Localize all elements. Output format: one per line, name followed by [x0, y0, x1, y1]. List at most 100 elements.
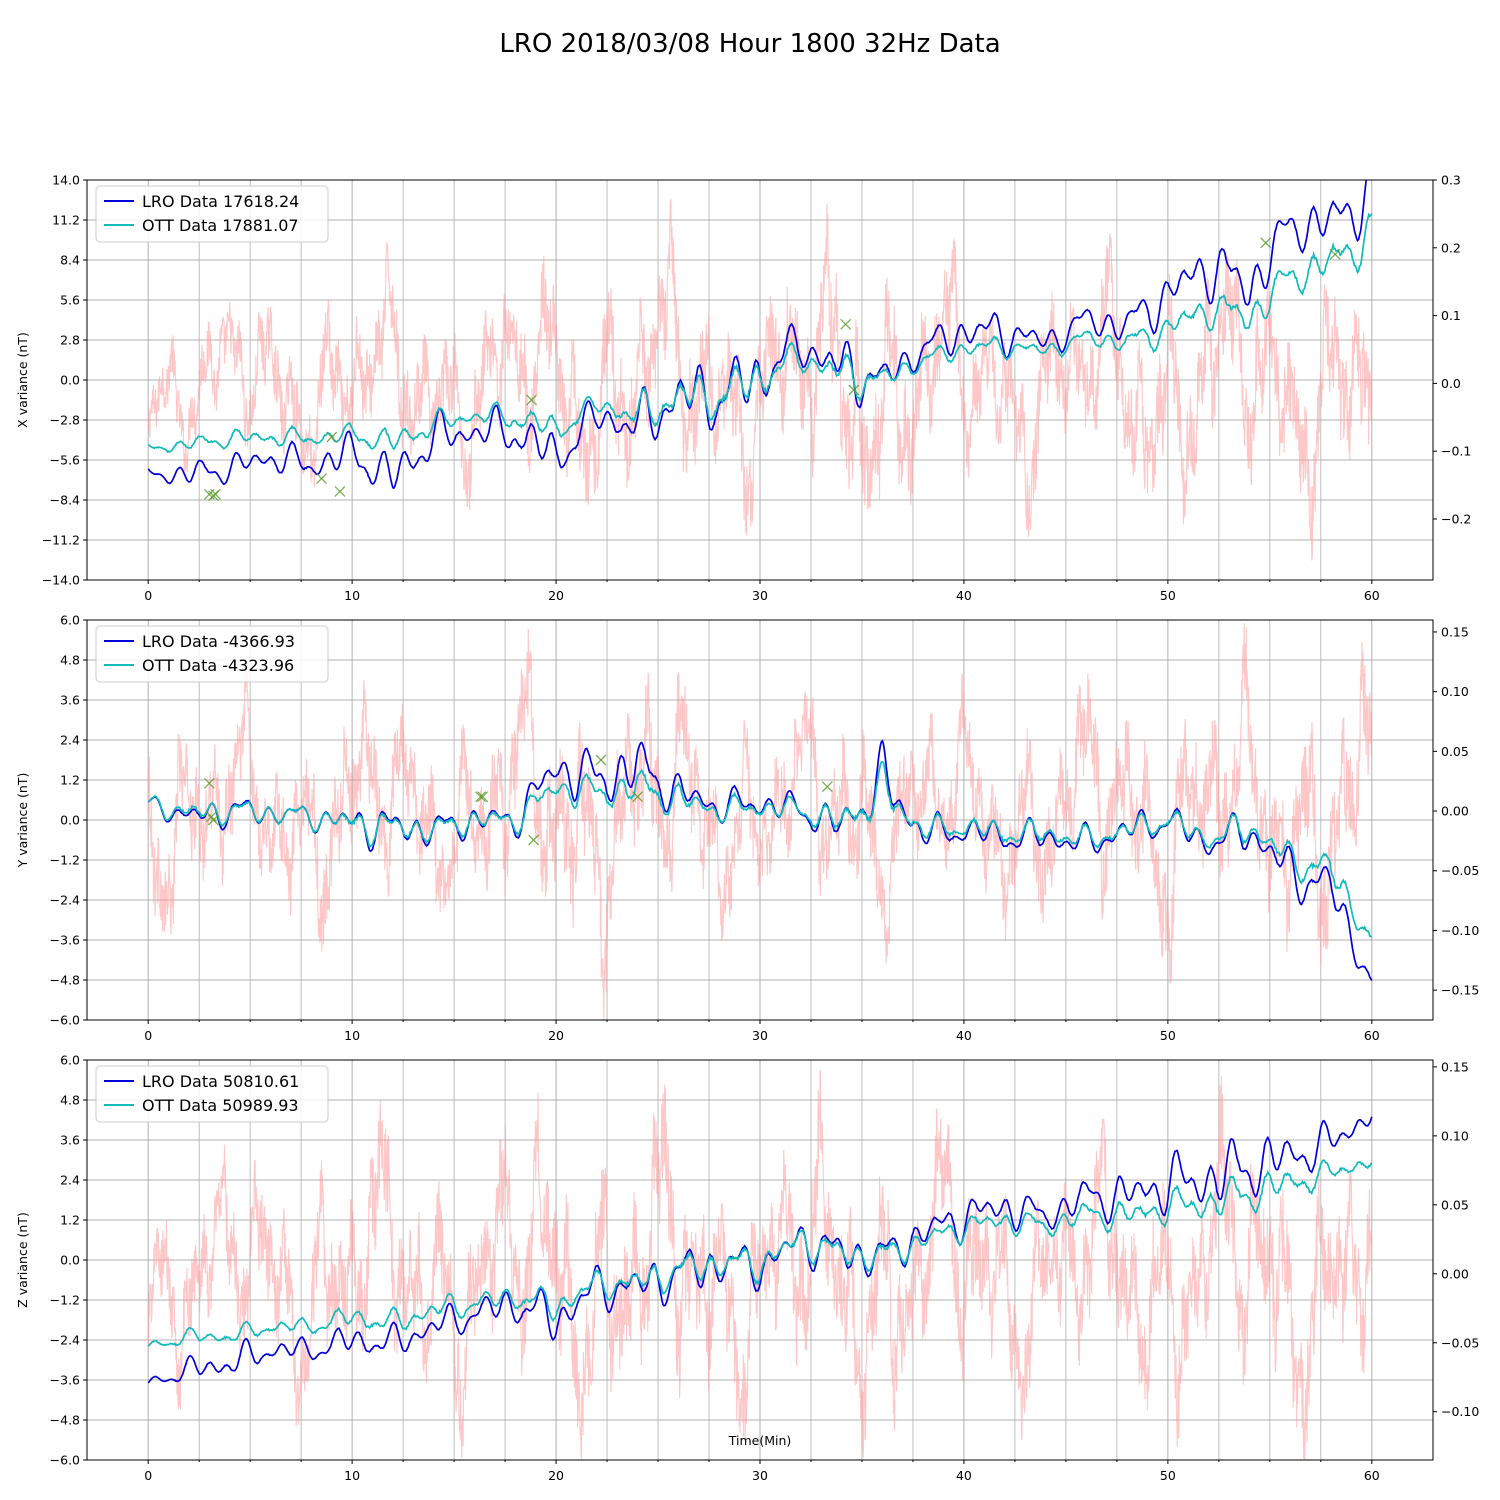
- legend: LRO Data 17618.24 OTT Data 17881.07: [95, 185, 329, 243]
- y2-tick-label: 0.2: [1441, 240, 1461, 255]
- y2-tick-label: 0.00: [1441, 804, 1469, 819]
- data-marker-stroke: [821, 781, 833, 793]
- y-tick-label: 5.6: [60, 293, 80, 308]
- y2-tick-label: −0.2: [1441, 511, 1471, 526]
- ott-series-line: [147, 212, 1373, 454]
- data-marker-stroke: [326, 431, 338, 443]
- x-tick-label: 60: [1364, 1028, 1380, 1043]
- y-axis-label: X variance (nT): [15, 332, 30, 428]
- x-tick-label: 50: [1160, 1028, 1176, 1043]
- data-marker: [334, 485, 346, 497]
- x-tick-label: 20: [548, 588, 564, 603]
- ott-series-line: [147, 1159, 1373, 1347]
- data-marker: [475, 791, 487, 803]
- data-marker-stroke: [203, 777, 215, 789]
- y-tick-label: −1.2: [50, 853, 80, 868]
- y-tick-label: 14.0: [52, 173, 80, 188]
- data-marker: [528, 834, 540, 846]
- y-tick-label: 4.8: [60, 1093, 80, 1108]
- data-marker-stroke: [848, 384, 860, 396]
- y-axis-label: Z variance (nT): [15, 1212, 30, 1308]
- data-marker-stroke: [210, 488, 221, 500]
- data-marker: [595, 754, 607, 766]
- y-tick-label: −3.6: [50, 1373, 80, 1388]
- y-axis: 6.0 4.8 3.6 2.4 1.2 0.0 −1.2 −2.4 −3.6 −4.8 −6.0: [50, 1053, 87, 1468]
- y2-tick-label: −0.05: [1441, 1335, 1479, 1350]
- y-tick-label: 6.0: [60, 1053, 80, 1068]
- y-tick-label: 11.2: [52, 213, 80, 228]
- y-tick-label: 3.6: [60, 1133, 80, 1148]
- y-tick-label: 2.4: [60, 1173, 80, 1188]
- y2-tick-label: 0.15: [1441, 1059, 1469, 1074]
- x-tick-label: 40: [956, 588, 972, 603]
- data-marker: [207, 814, 219, 826]
- x-axis: 0 10 20 30 40 50 60: [144, 1020, 1380, 1043]
- lro-series-line: [147, 1116, 1373, 1384]
- y-axis: 6.0 4.8 3.6 2.4 1.2 0.0 −1.2 −2.4 −3.6 −4.8 −6.0: [50, 613, 87, 1028]
- data-marker-stroke: [1329, 248, 1341, 260]
- legend-label-ott: OTT Data 50989.93: [142, 1096, 299, 1115]
- x-tick-label: 40: [956, 1028, 972, 1043]
- y-tick-label: −3.6: [50, 933, 80, 948]
- data-marker: [821, 781, 833, 793]
- y2-tick-label: 0.0: [1441, 376, 1461, 391]
- y-tick-label: −6.0: [50, 1453, 80, 1468]
- data-marker-stroke: [205, 811, 217, 823]
- x-tick-label: 0: [144, 1028, 152, 1043]
- y2-axis: 0.3 0.2 0.1 0.0 −0.1 −0.2: [1433, 173, 1471, 526]
- y2-tick-label: −0.05: [1441, 863, 1479, 878]
- y2-tick-label: −0.10: [1441, 923, 1479, 938]
- data-marker: [477, 791, 489, 803]
- x-axis: 0 10 20 30 40 50 60: [144, 1460, 1380, 1483]
- y2-tick-label: −0.10: [1441, 1404, 1479, 1419]
- x-tick-label: 30: [752, 588, 768, 603]
- y-tick-label: −14.0: [42, 573, 80, 588]
- y-tick-label: −2.4: [50, 1333, 80, 1348]
- y-tick-label: 1.2: [60, 1213, 80, 1228]
- panel-1: 0 10 20 30 40 50 60 14.0 11.2 8.4 5.6 2.8 0.0 −2.8 −5.…: [15, 173, 1471, 604]
- legend-box: [95, 625, 329, 683]
- data-marker: [840, 318, 852, 330]
- data-marker: [1329, 248, 1341, 260]
- y-tick-label: 1.2: [60, 773, 80, 788]
- x-tick-label: 60: [1364, 588, 1380, 603]
- data-marker: [205, 811, 217, 823]
- data-marker-stroke: [316, 473, 327, 485]
- y2-tick-label: 0.05: [1441, 1197, 1469, 1212]
- y-tick-label: −4.8: [50, 1413, 80, 1428]
- plot-area: [147, 623, 1373, 1020]
- y2-tick-label: 0.10: [1441, 684, 1469, 699]
- y-tick-label: −2.8: [50, 413, 80, 428]
- y-tick-label: 4.8: [60, 653, 80, 668]
- x-tick-label: 10: [344, 1468, 360, 1483]
- x-tick-label: 20: [548, 1028, 564, 1043]
- data-marker-stroke: [207, 814, 219, 826]
- y-tick-label: −1.2: [50, 1293, 80, 1308]
- panels: 0 10 20 30 40 50 60 14.0 11.2 8.4 5.6 2.8 0.0 −2.8 −5.…: [15, 173, 1479, 1484]
- y2-axis: 0.15 0.10 0.05 0.00 −0.05 −0.10 −0.15: [1433, 624, 1479, 998]
- y-tick-label: 2.4: [60, 733, 80, 748]
- data-marker: [316, 473, 327, 485]
- legend-label-ott: OTT Data -4323.96: [142, 656, 294, 675]
- y-tick-label: −11.2: [42, 533, 80, 548]
- x-axis: 0 10 20 30 40 50 60: [144, 580, 1380, 603]
- y2-tick-label: 0.10: [1441, 1128, 1469, 1143]
- data-marker-stroke: [475, 791, 487, 803]
- x-tick-label: 50: [1160, 588, 1176, 603]
- y-tick-label: −4.8: [50, 973, 80, 988]
- x-tick-label: 10: [344, 588, 360, 603]
- y2-tick-label: 0.1: [1441, 308, 1461, 323]
- ott-series-line: [148, 761, 1373, 938]
- legend: LRO Data -4366.93 OTT Data -4323.96: [95, 625, 329, 683]
- x-tick-label: 0: [144, 588, 152, 603]
- panel-3: 0 10 20 30 40 50 60 6.0 4.8 3.6 2.4 1.2 0.0 −1.2 −2.4 −…: [15, 1053, 1479, 1484]
- x-axis-label: Time(Min): [728, 1433, 792, 1448]
- plot-area: [147, 1069, 1373, 1460]
- x-tick-label: 40: [956, 1468, 972, 1483]
- y-tick-label: −2.4: [50, 893, 80, 908]
- y2-tick-label: 0.15: [1441, 624, 1469, 639]
- y-tick-label: 3.6: [60, 693, 80, 708]
- data-marker: [526, 394, 538, 406]
- data-marker: [1260, 237, 1272, 249]
- x-tick-label: 60: [1364, 1468, 1380, 1483]
